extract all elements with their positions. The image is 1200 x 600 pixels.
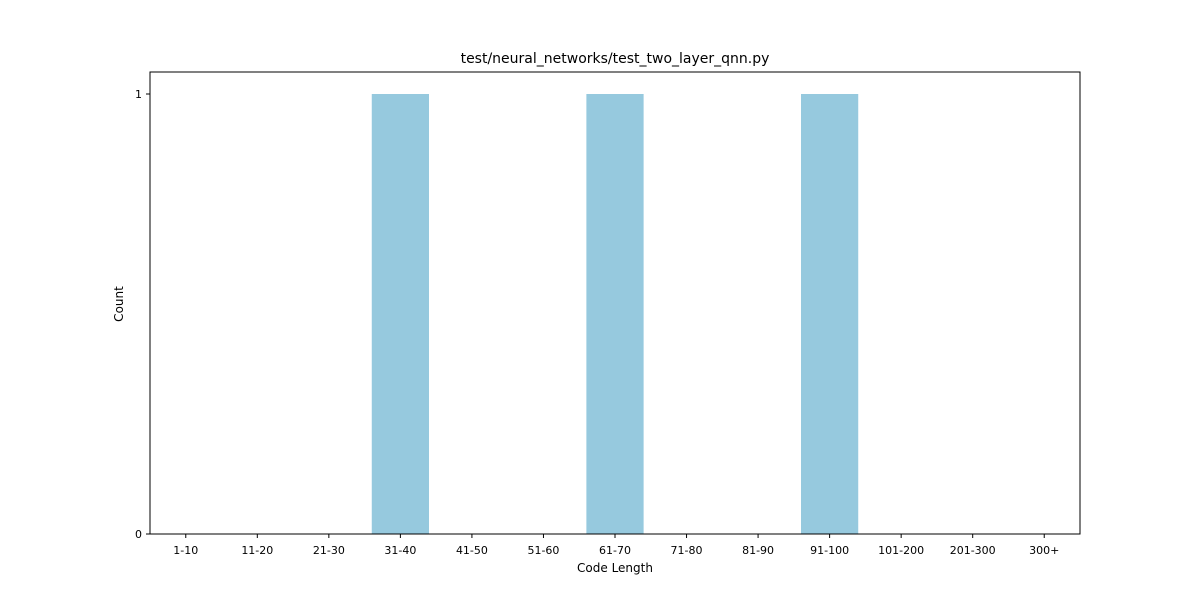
x-axis: 1-10 11-20 21-30 31-40 41-50 51-60 61-70 71-80 8… (173, 534, 1059, 557)
x-tick-label: 51-60 (527, 544, 559, 557)
x-tick-label: 91-100 (810, 544, 849, 557)
x-axis-label: Code Length (577, 561, 653, 575)
y-tick-label: 0 (135, 528, 142, 541)
y-axis: 01 (135, 88, 150, 541)
x-tick-label: 201-300 (950, 544, 996, 557)
x-tick-label: 81-90 (742, 544, 774, 557)
x-tick-label: 1-10 (173, 544, 198, 557)
x-tick-label: 31-40 (384, 544, 416, 557)
bar-91-100 (801, 94, 859, 534)
x-tick-label: 300+ (1029, 544, 1059, 557)
x-tick-label: 11-20 (241, 544, 273, 557)
x-tick-label: 21-30 (313, 544, 345, 557)
y-axis-label: Count (112, 286, 126, 322)
bar-31-40 (371, 94, 429, 534)
bars-layer (371, 94, 859, 534)
x-tick-label: 71-80 (671, 544, 703, 557)
y-tick-label: 1 (135, 88, 142, 101)
bar-61-70 (586, 94, 644, 534)
x-tick-label: 61-70 (599, 544, 631, 557)
x-tick-label: 41-50 (456, 544, 488, 557)
x-tick-label: 101-200 (878, 544, 924, 557)
chart-title: test/neural_networks/test_two_layer_qnn.… (461, 51, 770, 67)
